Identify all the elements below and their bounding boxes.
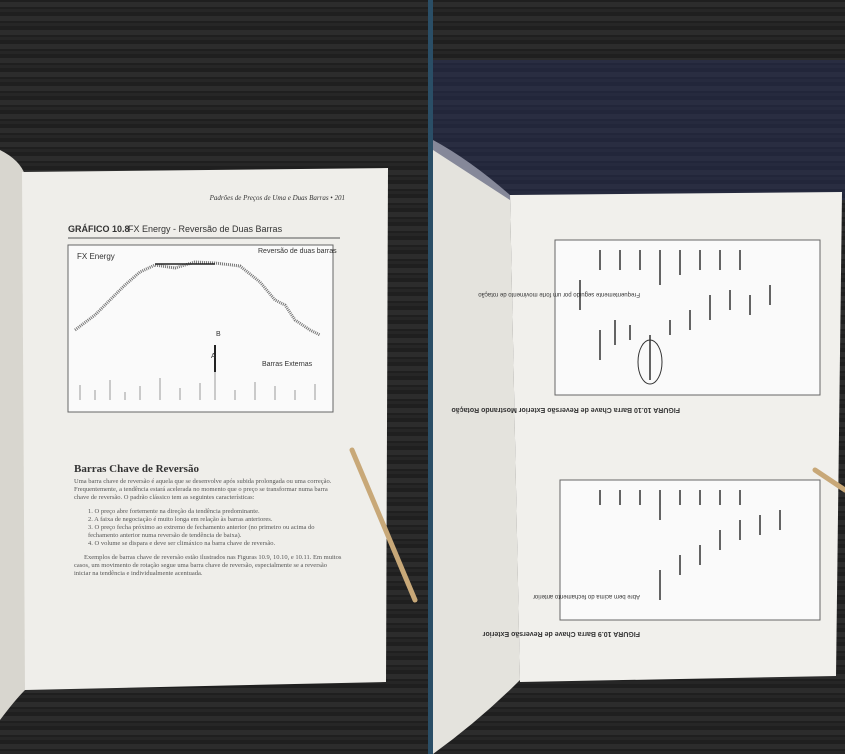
stick xyxy=(812,467,845,493)
list-item: 2. A faixa de negociação é muito longa e… xyxy=(88,516,273,523)
book-cover xyxy=(433,60,845,200)
list-item: 3. O preço fecha próximo ao extremo de f… xyxy=(88,524,315,539)
section-title: Barras Chave de Reversão xyxy=(74,463,199,475)
annotation: Barras Externas xyxy=(262,361,313,368)
annotation: Abre bem acima do fechamento anterior xyxy=(533,593,640,599)
chart-name: FX Energy xyxy=(77,252,115,261)
volume-bars xyxy=(79,370,316,400)
paragraph: Exemplos de barras chave de reversão est… xyxy=(74,554,342,577)
page-edge xyxy=(0,150,25,720)
facing-page xyxy=(433,140,520,754)
highlight xyxy=(637,339,663,385)
list-item: 4. O volume se dispara e deve ser climáx… xyxy=(88,540,276,547)
page-header: Padrões de Preços de Uma e Duas Barras •… xyxy=(209,194,345,202)
price-bars xyxy=(599,490,781,600)
stick xyxy=(349,447,418,603)
figure-caption: FIGURA 10.10 Barra Chave de Reversão Ext… xyxy=(452,406,680,413)
list: 1. O preço abre fortemente na direção da… xyxy=(74,508,342,548)
figure-caption: FIGURA 10.9 Barra Chave de Reversão Exte… xyxy=(482,630,640,637)
chart-label: B xyxy=(216,331,221,338)
figure-label: GRÁFICO 10.8 xyxy=(68,224,130,234)
chart-label: A xyxy=(211,353,216,360)
annotation: Frequentemente seguido por um forte movi… xyxy=(478,291,640,297)
list-item: 1. O preço abre fortemente na direção da… xyxy=(88,508,260,515)
price-bars xyxy=(579,250,771,380)
body-text: Uma barra chave de reversão é aquela que… xyxy=(74,478,342,577)
paragraph: Uma barra chave de reversão é aquela que… xyxy=(74,478,332,501)
divider xyxy=(428,0,433,754)
price-bars xyxy=(74,260,321,337)
chart-frame xyxy=(559,479,821,621)
figure-caption: FX Energy - Reversão de Duas Barras xyxy=(128,224,283,234)
annotation: Reversão de duas barras xyxy=(258,248,337,255)
chart-frame xyxy=(554,239,821,396)
